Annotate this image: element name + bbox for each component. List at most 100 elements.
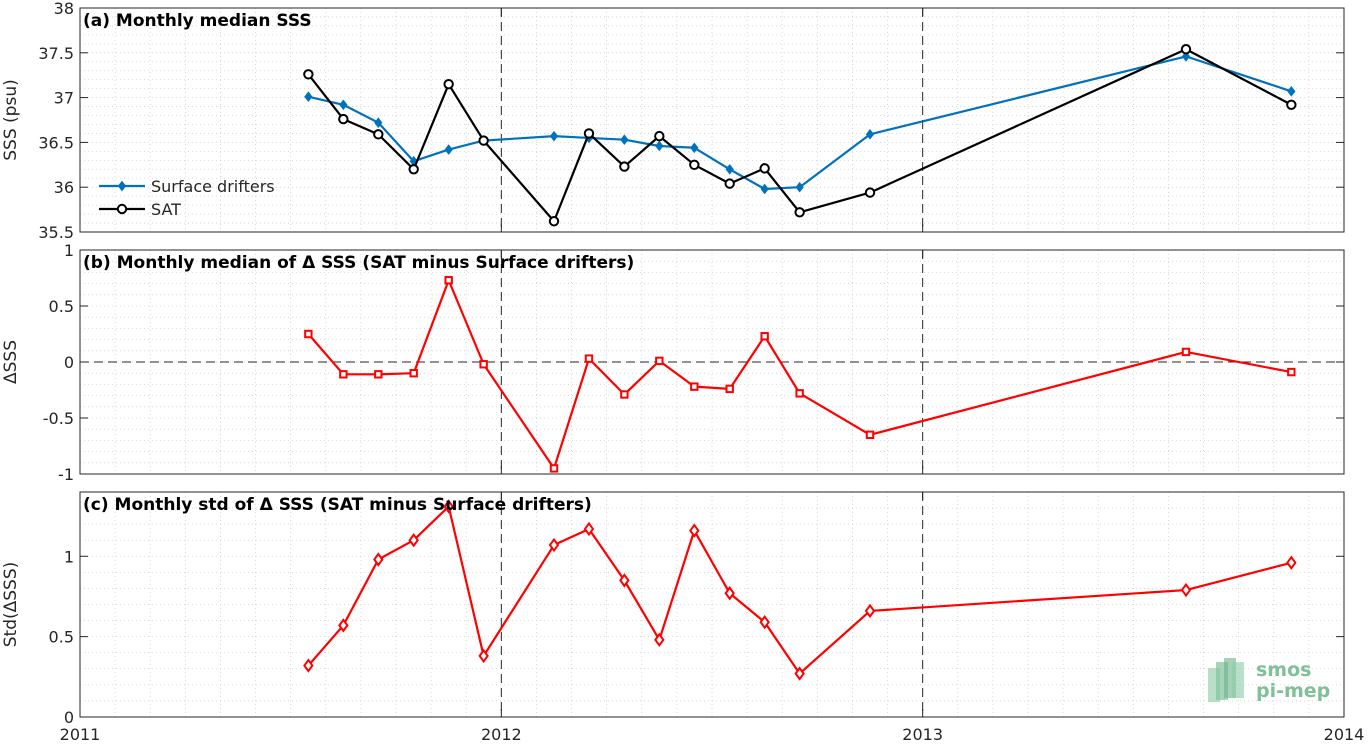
- logo-line-1: smos: [1256, 659, 1311, 681]
- data-point: [724, 586, 735, 601]
- y-tick-label: 1: [64, 241, 74, 260]
- data-point: [338, 113, 349, 125]
- data-point: [408, 533, 419, 548]
- data-point: [1180, 582, 1192, 598]
- legend: Surface drifters SAT: [99, 177, 275, 219]
- data-point: [303, 69, 314, 80]
- data-point: [620, 134, 629, 146]
- data-point: [1286, 99, 1297, 110]
- data-point: [443, 78, 454, 90]
- data-point: [725, 163, 734, 175]
- data-point: [548, 216, 560, 227]
- data-point: [444, 276, 453, 285]
- y-tick-label: 38: [54, 0, 74, 18]
- x-tick-label: 2011: [60, 725, 101, 744]
- data-point: [583, 128, 595, 139]
- data-point: [620, 390, 629, 399]
- y-tick-label: 35.5: [38, 223, 74, 242]
- y-tick-label: 36: [54, 178, 74, 197]
- data-point: [759, 163, 770, 174]
- y-axis-label: Std(ΔSSS): [1, 562, 21, 648]
- panel-2: -1 -0.5 0 0.5 1 ΔSSS (b) Monthly median of Δ S…: [1, 241, 1345, 484]
- data-point: [865, 129, 875, 140]
- data-point: [760, 332, 769, 341]
- data-point: [760, 183, 769, 195]
- legend-marker: [117, 180, 127, 192]
- y-tick-label: 0.5: [49, 297, 74, 316]
- data-point: [583, 521, 595, 537]
- data-point: [724, 178, 735, 189]
- data-point: [339, 370, 348, 379]
- y-tick-label: 36.5: [38, 133, 74, 152]
- data-point: [303, 658, 314, 673]
- data-point: [373, 129, 384, 140]
- data-point: [690, 142, 699, 154]
- data-point: [373, 552, 384, 567]
- data-point: [584, 354, 594, 363]
- axes-frame: [79, 249, 1345, 475]
- data-point: [759, 614, 770, 630]
- data-point: [690, 382, 699, 391]
- y-tick-label: 0: [64, 708, 74, 727]
- y-tick-label: 37: [54, 89, 74, 108]
- data-point: [479, 360, 488, 369]
- panel-title: (c) Monthly std of Δ SSS (SAT minus Surf…: [83, 495, 592, 515]
- legend-label: SAT: [151, 200, 181, 219]
- data-point: [304, 329, 313, 339]
- panel-1: 35.5 36 36.5 37 37.5 38 SSS (psu) (a) Monthly m…: [1, 0, 1345, 242]
- y-tick-label: -1: [58, 465, 74, 484]
- logo-swatch-4: [1232, 662, 1244, 698]
- data-point: [795, 389, 804, 398]
- axes-frame: [79, 7, 1345, 233]
- panel-title: (a) Monthly median SSS: [83, 11, 312, 31]
- data-point: [865, 430, 875, 440]
- legend-label: Surface drifters: [151, 177, 275, 196]
- data-point: [619, 573, 630, 588]
- data-point: [443, 499, 454, 514]
- y-tick-label: 0: [64, 353, 74, 372]
- data-point: [409, 369, 418, 378]
- data-point: [1286, 555, 1297, 570]
- y-axis-label: ΔSSS: [1, 340, 21, 384]
- data-point: [408, 164, 419, 175]
- data-point: [654, 632, 665, 648]
- series-1: [303, 499, 1297, 681]
- y-tick-label: 1: [64, 547, 74, 566]
- data-point: [1180, 44, 1192, 55]
- data-point: [725, 384, 734, 394]
- data-point: [1181, 347, 1191, 357]
- data-point: [374, 370, 383, 379]
- data-point: [1181, 51, 1191, 62]
- x-tick-label: 2013: [902, 725, 943, 744]
- panel-3: 0 0.5 1 2011 2012 2013 2014 Std(ΔSSS) (c) Monthl…: [1, 491, 1365, 744]
- data-point: [794, 666, 805, 681]
- data-point: [374, 117, 383, 129]
- series-1: [304, 276, 1296, 473]
- data-point: [1287, 86, 1296, 97]
- data-point: [794, 207, 805, 218]
- data-point: [549, 464, 559, 473]
- data-point: [444, 144, 453, 155]
- data-point: [549, 130, 559, 142]
- data-point: [619, 161, 630, 172]
- data-point: [478, 648, 489, 664]
- data-point: [689, 159, 700, 171]
- logo-line-2: pi-mep: [1256, 680, 1330, 702]
- data-point: [548, 537, 560, 553]
- y-tick-label: 0.5: [49, 628, 74, 647]
- data-point: [478, 135, 489, 146]
- data-point: [655, 140, 664, 152]
- y-tick-label: -0.5: [43, 409, 74, 428]
- x-tick-label: 2014: [1324, 725, 1365, 744]
- data-point: [339, 99, 348, 111]
- series-2: [303, 44, 1297, 227]
- x-tick-label: 2012: [481, 725, 522, 744]
- y-axis-label: SSS (psu): [1, 79, 21, 160]
- data-point: [864, 603, 876, 619]
- smos-pi-mep-logo: smos pi-mep: [1208, 658, 1330, 702]
- legend-marker: [116, 203, 128, 215]
- data-point: [654, 130, 665, 142]
- data-point: [338, 618, 349, 633]
